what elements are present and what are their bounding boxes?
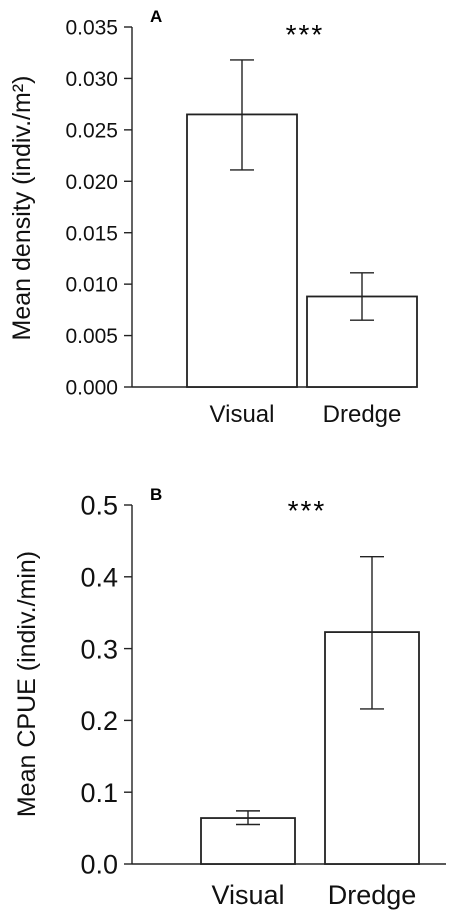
panel-a-bar-dredge [306, 295, 418, 388]
panel-a-y-tick-label: 0.035 [65, 17, 118, 40]
panel-a-plot: 0.000 0.005 0.010 0.015 0.020 0.025 0.030 0.035… [65, 17, 418, 428]
panel-a-y-tick-label: 0.020 [65, 171, 118, 194]
panel-a-label: A [150, 7, 162, 26]
panel-b-y-tick-label: 0.3 [80, 634, 118, 664]
panel-b-x-tick-label-dredge: Dredge [328, 880, 417, 910]
panel-b-x-tick-label-visual: Visual [211, 880, 284, 910]
panel-b-y-tick-label: 0.0 [80, 850, 118, 880]
panel-b-y-tick-label: 0.5 [80, 491, 118, 521]
panel-b-y-tick-label: 0.4 [80, 563, 118, 593]
panel-a-y-tick-label: 0.010 [65, 274, 118, 297]
panel-a-y-tick-label: 0.030 [65, 68, 118, 91]
panel-b-y-tick-label: 0.2 [80, 706, 118, 736]
panel-b-y-axis-title: Mean CPUE (indiv./min) [13, 551, 41, 817]
panel-a-x-tick-label-visual: Visual [210, 401, 275, 428]
panel-b-significance: *** [288, 495, 327, 526]
panel-a-y-tick-label: 0.000 [65, 377, 118, 400]
panel-b-y-tick-label: 0.1 [80, 778, 118, 808]
panel-b-plot: 0.0 0.1 0.2 0.3 0.4 0.5 Visual Dredge [80, 491, 446, 910]
panel-a-y-tick-label: 0.025 [65, 119, 118, 142]
panel-a-x-tick-label-dredge: Dredge [323, 401, 402, 428]
panel-a-y-tick-label: 0.005 [65, 325, 118, 348]
panel-a-significance: *** [286, 19, 325, 50]
panel-a-y-axis-title: Mean density (indiv./m²) [8, 76, 36, 341]
panel-b-label: B [150, 485, 162, 504]
panel-a-y-tick-label: 0.015 [65, 222, 118, 245]
